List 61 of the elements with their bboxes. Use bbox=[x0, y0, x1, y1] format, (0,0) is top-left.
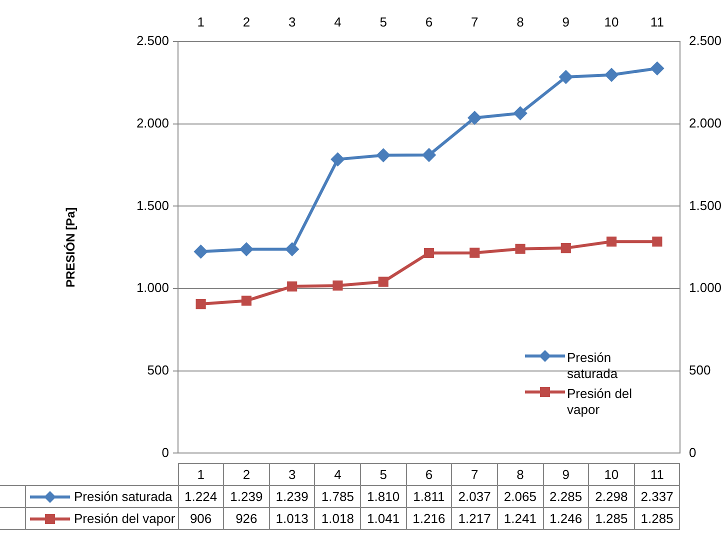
data-label: 1.224 bbox=[178, 486, 224, 508]
data-label: 1.217 bbox=[452, 508, 498, 530]
y2-tick-label: 500 bbox=[689, 362, 711, 378]
y-tick-label: 1.500 bbox=[136, 198, 169, 213]
y2-tick-label: 2.000 bbox=[689, 116, 722, 130]
x-tick-label: 3 bbox=[288, 14, 296, 30]
x-tick-label: 1 bbox=[197, 14, 204, 30]
category-label: 5 bbox=[380, 467, 387, 482]
x-tick-label: 6 bbox=[425, 14, 433, 30]
y-tick-label: 2.500 bbox=[136, 33, 169, 48]
y2-tick-label: 2.500 bbox=[689, 33, 722, 48]
category-label: 1 bbox=[197, 467, 204, 482]
data-label: 906 bbox=[178, 508, 224, 530]
x-tick-label: 10 bbox=[604, 14, 619, 30]
data-label: 2.065 bbox=[497, 486, 543, 508]
data-label: 2.298 bbox=[588, 486, 634, 508]
data-label: 1.216 bbox=[406, 508, 452, 530]
data-label: 926 bbox=[224, 508, 270, 530]
legend-label: Presión saturada bbox=[567, 350, 619, 382]
y2-tick-label: 0 bbox=[689, 444, 696, 460]
data-label: 2.285 bbox=[543, 486, 589, 508]
category-label: 6 bbox=[425, 467, 433, 482]
x-tick-label: 2 bbox=[242, 14, 250, 30]
y-tick-label: 1.000 bbox=[136, 280, 169, 296]
data-label: 1.239 bbox=[269, 486, 315, 508]
category-label: 4 bbox=[334, 467, 342, 482]
x-tick-label: 5 bbox=[380, 14, 387, 30]
legend-label: Presión del vapor bbox=[567, 386, 634, 418]
data-label: 1.785 bbox=[314, 486, 360, 508]
data-label: 1.246 bbox=[543, 508, 589, 530]
category-label: 9 bbox=[562, 467, 570, 482]
category-label: 2 bbox=[242, 467, 250, 482]
text: Presión del vapor bbox=[74, 511, 176, 526]
y-axis-title: PRESIÓN [Pa] bbox=[64, 207, 78, 288]
category-label: 3 bbox=[288, 467, 296, 482]
y2-tick-label: 1.500 bbox=[689, 198, 722, 213]
data-label: 1.041 bbox=[360, 508, 406, 530]
x-tick-label: 7 bbox=[471, 14, 478, 30]
data-label: 1.241 bbox=[497, 508, 543, 530]
category-label: 8 bbox=[516, 467, 524, 482]
category-label: 11 bbox=[650, 467, 664, 482]
data-label: 1.018 bbox=[314, 508, 360, 530]
data-label: 1.810 bbox=[360, 486, 406, 508]
y-tick-label: 0 bbox=[162, 444, 169, 460]
data-label: 1.013 bbox=[269, 508, 315, 530]
x-tick-label: 9 bbox=[562, 14, 570, 30]
y-tick-label: 2.000 bbox=[136, 116, 169, 130]
data-label: 2.337 bbox=[634, 486, 680, 508]
data-label: 1.239 bbox=[224, 486, 270, 508]
y2-tick-label: 1.000 bbox=[689, 280, 722, 296]
y-tick-label: 500 bbox=[147, 362, 169, 378]
x-tick-label: 8 bbox=[516, 14, 524, 30]
data-label: 1.811 bbox=[406, 486, 452, 508]
x-tick-label: 11 bbox=[650, 14, 664, 30]
data-label: 1.285 bbox=[634, 508, 680, 530]
category-label: 7 bbox=[470, 467, 478, 482]
x-tick-label: 4 bbox=[334, 14, 342, 30]
data-label: 1.285 bbox=[588, 508, 634, 530]
text: Presión saturada bbox=[74, 489, 172, 504]
data-label: 2.037 bbox=[452, 486, 498, 508]
category-label: 10 bbox=[604, 467, 619, 482]
